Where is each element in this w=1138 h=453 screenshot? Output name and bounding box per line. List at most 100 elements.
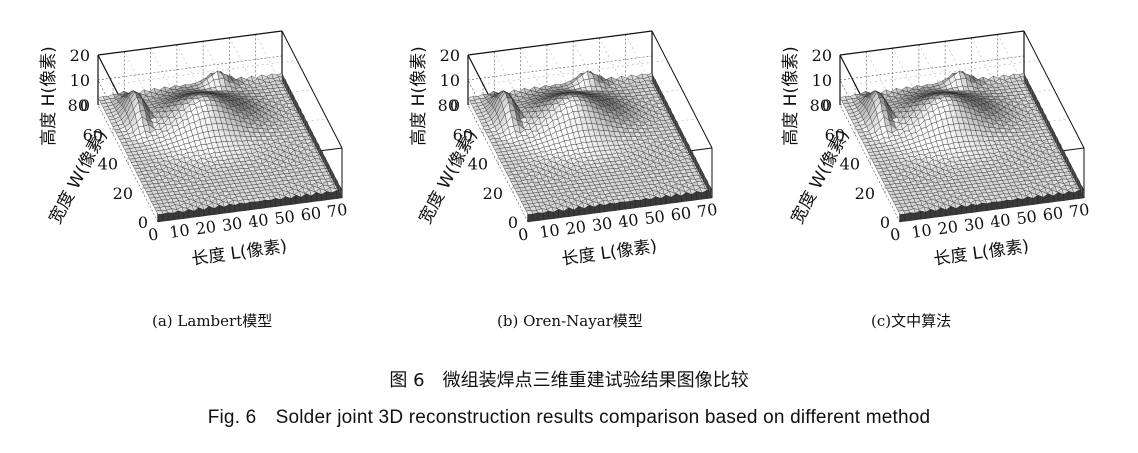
y-tick-label: 20	[113, 184, 133, 203]
grid-line	[467, 55, 653, 81]
surface-skirt	[599, 203, 605, 213]
y-tick-label: 60	[453, 125, 473, 144]
box-edge	[839, 30, 1025, 56]
surface-skirt	[275, 198, 281, 207]
grid-line	[839, 55, 1025, 81]
surface-plot-lambert: 0 10 20 30 40 50 60 70 0 20 40 60 80 0 10 20 长度 L(像素) 宽度 …	[10, 0, 382, 300]
surface-skirt	[162, 212, 169, 222]
z-axis-label: 高度 H(像素)	[39, 46, 59, 145]
y-tick-label: 20	[855, 184, 875, 203]
z-tick-label: 0	[450, 96, 460, 115]
x-tick-label: 40	[247, 210, 270, 232]
surface-skirt	[254, 201, 261, 210]
z-tick-label: 0	[822, 96, 832, 115]
surface-skirt	[986, 201, 993, 211]
surface-skirt	[619, 201, 626, 211]
surface-skirt	[527, 213, 534, 223]
surface-mesh	[839, 70, 1085, 223]
surface-skirt	[326, 191, 332, 201]
y-tick-label: 80	[68, 96, 88, 115]
surface-skirt	[1002, 199, 1008, 209]
y-tick-label: 0	[138, 213, 148, 232]
surface-mesh	[467, 70, 713, 223]
box-edge	[1023, 30, 1085, 149]
figure-title-english: Fig. 6 Solder joint 3D reconstruction re…	[207, 407, 931, 428]
surface-skirt	[1007, 199, 1013, 209]
surface-skirt	[548, 210, 554, 220]
grid-line	[854, 60, 1040, 85]
x-axis-label: 长度 L(像素)	[932, 236, 1030, 269]
x-tick-label: 0	[147, 224, 160, 244]
surface-plot-oren-nayar: 0 10 20 30 40 50 60 70 0 20 40 60 80 0 10 20 长度 L(像素) 宽度 …	[380, 0, 752, 300]
x-tick-label: 70	[696, 200, 719, 222]
z-tick-label: 10	[70, 71, 90, 90]
z-axis-label: 高度 H(像素)	[781, 46, 801, 145]
surface-skirt	[1023, 72, 1026, 85]
y-tick-label: 20	[483, 184, 503, 203]
x-tick-label: 70	[1068, 200, 1091, 222]
y-tick-label: 60	[83, 125, 103, 144]
surface-skirt	[624, 201, 631, 210]
surface-skirt	[168, 212, 174, 221]
z-tick-label: 20	[440, 46, 460, 65]
surface-skirt	[696, 191, 702, 201]
z-tick-label: 10	[440, 71, 460, 90]
surface-skirt	[178, 210, 184, 220]
x-tick-label: 20	[194, 217, 217, 239]
surface-skirt	[244, 201, 251, 211]
y-tick-label: 40	[98, 155, 118, 174]
x-tick-label: 60	[670, 203, 693, 225]
surface-skirt	[609, 202, 616, 212]
surface-skirt	[614, 201, 621, 211]
grid-line	[839, 104, 901, 223]
surface-skirt	[260, 199, 266, 209]
y-tick-label: 40	[840, 155, 860, 174]
x-tick-label: 0	[889, 224, 902, 244]
surface-skirt	[239, 202, 246, 212]
x-tick-label: 60	[1042, 203, 1065, 225]
grid-line	[97, 104, 159, 223]
surface-skirt	[645, 198, 651, 207]
box-edge	[651, 30, 713, 149]
surface-skirt	[532, 212, 539, 222]
z-tick-label: 20	[70, 46, 90, 65]
x-tick-label: 50	[273, 207, 296, 229]
surface-skirt	[157, 213, 164, 223]
x-tick-label: 10	[538, 220, 561, 242]
y-tick-label: 60	[825, 125, 845, 144]
figure-title-chinese: 图 6 微组装焊点三维重建试验结果图像比较	[389, 370, 749, 391]
x-tick-label: 30	[963, 213, 986, 235]
x-tick-label: 30	[591, 213, 614, 235]
grid-line	[482, 60, 668, 85]
x-tick-label: 0	[517, 224, 530, 244]
z-tick-label: 10	[812, 71, 832, 90]
x-tick-label: 60	[300, 203, 323, 225]
surface-skirt	[910, 212, 916, 221]
y-tick-label: 40	[468, 155, 488, 174]
x-tick-label: 10	[168, 220, 191, 242]
y-tick-label: 80	[810, 96, 830, 115]
x-axis-label: 长度 L(像素)	[560, 236, 658, 269]
caption-b: (b) Oren-Nayar模型	[497, 312, 643, 330]
grid-line	[467, 104, 529, 223]
box-edge	[467, 30, 653, 56]
x-tick-label: 20	[936, 217, 959, 239]
caption-a: (a) Lambert模型	[152, 312, 273, 330]
x-tick-label: 50	[1015, 207, 1038, 229]
x-tick-label: 50	[643, 207, 666, 229]
surface-skirt	[265, 199, 271, 209]
x-tick-label: 40	[617, 210, 640, 232]
surface-skirt	[996, 201, 1003, 210]
surface-skirt	[538, 212, 544, 221]
y-tick-label: 0	[508, 213, 518, 232]
surface-skirt	[281, 72, 284, 85]
surface-skirt	[981, 202, 988, 212]
x-tick-label: 20	[564, 217, 587, 239]
